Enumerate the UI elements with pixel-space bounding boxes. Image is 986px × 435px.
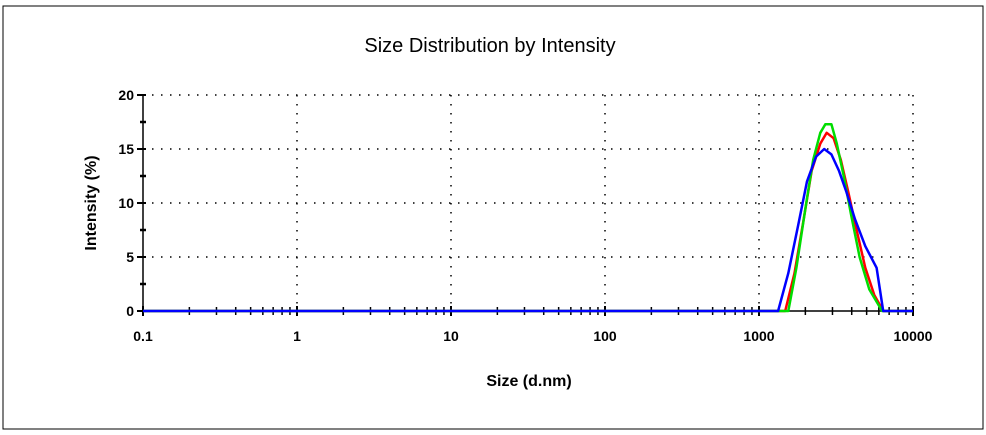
x-tick-label: 0.1 — [133, 328, 153, 344]
y-tick-label: 15 — [118, 141, 134, 157]
x-axis-title: Size (d.nm) — [486, 373, 571, 390]
series-line-3 — [143, 147, 913, 313]
x-tick-label: 1000 — [743, 328, 774, 344]
y-tick-label: 5 — [126, 249, 134, 265]
y-tick-label: 0 — [126, 303, 134, 319]
x-tick-label: 100 — [593, 328, 617, 344]
x-tick-label: 1 — [293, 328, 301, 344]
x-tick-label: 10 — [443, 328, 459, 344]
y-axis-title: Intensity (%) — [83, 155, 100, 250]
chart-title: Size Distribution by Intensity — [364, 35, 615, 57]
tick-label-layer: 0.1 1 10 100 1000 10000 0 5 10 15 20 — [118, 87, 932, 344]
chart-frame — [2, 5, 984, 430]
y-tick-label: 10 — [118, 195, 134, 211]
grid-layer — [143, 94, 914, 311]
series-line-2 — [143, 122, 913, 313]
y-tick-label: 20 — [118, 87, 134, 103]
x-tick-label: 10000 — [894, 328, 933, 344]
series-layer — [143, 122, 913, 313]
